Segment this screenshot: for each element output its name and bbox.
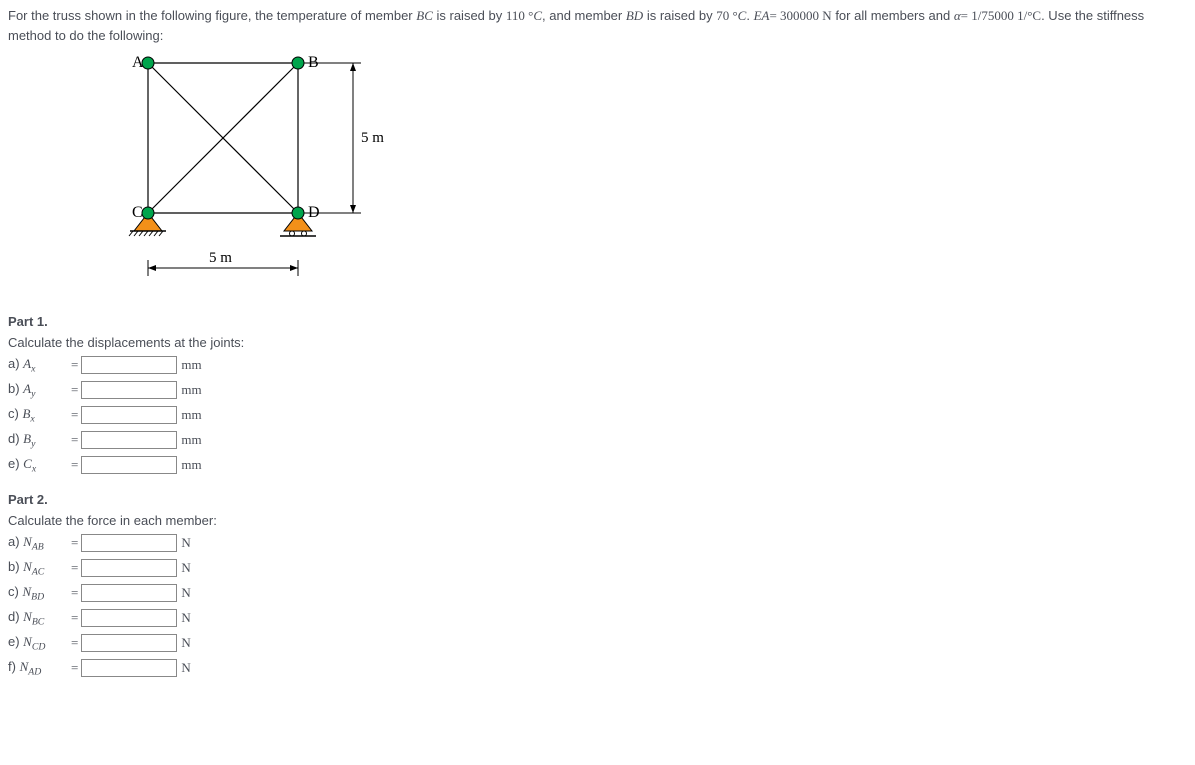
svg-text:5 m: 5 m xyxy=(361,130,384,146)
member-bc: BC xyxy=(416,8,433,23)
part2-section: Part 2. Calculate the force in each memb… xyxy=(8,492,1187,679)
answer-unit: N xyxy=(181,635,190,651)
answer-unit: N xyxy=(181,610,190,626)
answer-label: d) NBC xyxy=(8,609,68,628)
answer-row: b) Ay= mm xyxy=(8,379,1187,401)
intro-text: for all members and xyxy=(835,8,954,23)
equals-sign: = xyxy=(71,382,78,398)
answer-input[interactable] xyxy=(81,456,177,474)
answer-input[interactable] xyxy=(81,381,177,399)
answer-label: a) Ax xyxy=(8,356,68,375)
problem-statement: For the truss shown in the following fig… xyxy=(8,6,1187,45)
truss-figure: ABCD5 m5 m xyxy=(118,53,1187,296)
answer-unit: N xyxy=(181,585,190,601)
part2-title: Part 2. xyxy=(8,492,1187,507)
alpha-value: 1/75000 1/°C xyxy=(968,8,1041,23)
temp1-value: 110 xyxy=(506,8,525,23)
equals-sign: = xyxy=(71,560,78,576)
part2-instruction: Calculate the force in each member: xyxy=(8,513,1187,528)
answer-row: e) Cx= mm xyxy=(8,454,1187,476)
answer-label: b) NAC xyxy=(8,559,68,578)
answer-label: d) By xyxy=(8,431,68,450)
answer-label: e) NCD xyxy=(8,634,68,653)
equals-sign: = xyxy=(71,535,78,551)
svg-text:5 m: 5 m xyxy=(209,250,232,266)
svg-text:A: A xyxy=(132,54,144,71)
alpha-symbol: α xyxy=(954,8,961,23)
equals-sign: = xyxy=(71,585,78,601)
answer-unit: N xyxy=(181,660,190,676)
temp2-value: 70 xyxy=(716,8,729,23)
part1-title: Part 1. xyxy=(8,314,1187,329)
intro-text: is raised by xyxy=(437,8,506,23)
unit-c: C xyxy=(533,8,542,23)
answer-label: c) NBD xyxy=(8,584,68,603)
intro-text: is raised by xyxy=(647,8,716,23)
answer-label: b) Ay xyxy=(8,381,68,400)
answer-label: c) Bx xyxy=(8,406,68,425)
answer-unit: mm xyxy=(181,357,201,373)
equals-sign: = xyxy=(71,457,78,473)
answer-unit: mm xyxy=(181,407,201,423)
answer-input[interactable] xyxy=(81,431,177,449)
answer-row: b) NAC= N xyxy=(8,557,1187,579)
answer-input[interactable] xyxy=(81,559,177,577)
answer-unit: mm xyxy=(181,432,201,448)
part1-instruction: Calculate the displacements at the joint… xyxy=(8,335,1187,350)
answer-row: c) NBD= N xyxy=(8,582,1187,604)
part1-section: Part 1. Calculate the displacements at t… xyxy=(8,314,1187,476)
answer-unit: mm xyxy=(181,382,201,398)
ea-value: 300000 N xyxy=(777,8,832,23)
answer-row: c) Bx= mm xyxy=(8,404,1187,426)
intro-text: , and member xyxy=(542,8,626,23)
equals-sign: = xyxy=(71,432,78,448)
answer-input[interactable] xyxy=(81,584,177,602)
answer-row: e) NCD= N xyxy=(8,632,1187,654)
ea-symbol: EA xyxy=(754,8,770,23)
eq: = xyxy=(769,8,776,23)
answer-row: d) NBC= N xyxy=(8,607,1187,629)
equals-sign: = xyxy=(71,635,78,651)
svg-text:C: C xyxy=(132,204,143,221)
answer-unit: N xyxy=(181,535,190,551)
eq: = xyxy=(961,8,968,23)
answer-label: e) Cx xyxy=(8,456,68,475)
answer-input[interactable] xyxy=(81,534,177,552)
answer-input[interactable] xyxy=(81,659,177,677)
answer-input[interactable] xyxy=(81,356,177,374)
equals-sign: = xyxy=(71,357,78,373)
equals-sign: = xyxy=(71,660,78,676)
equals-sign: = xyxy=(71,610,78,626)
answer-row: d) By= mm xyxy=(8,429,1187,451)
answer-input[interactable] xyxy=(81,634,177,652)
answer-row: a) Ax= mm xyxy=(8,354,1187,376)
answer-unit: mm xyxy=(181,457,201,473)
equals-sign: = xyxy=(71,407,78,423)
answer-label: f) NAD xyxy=(8,659,68,678)
answer-row: a) NAB= N xyxy=(8,532,1187,554)
answer-unit: N xyxy=(181,560,190,576)
answer-input[interactable] xyxy=(81,609,177,627)
answer-row: f) NAD= N xyxy=(8,657,1187,679)
answer-input[interactable] xyxy=(81,406,177,424)
intro-text: . xyxy=(746,8,753,23)
answer-label: a) NAB xyxy=(8,534,68,553)
member-bd: BD xyxy=(626,8,643,23)
intro-text: For the truss shown in the following fig… xyxy=(8,8,416,23)
deg: ° xyxy=(729,8,737,23)
